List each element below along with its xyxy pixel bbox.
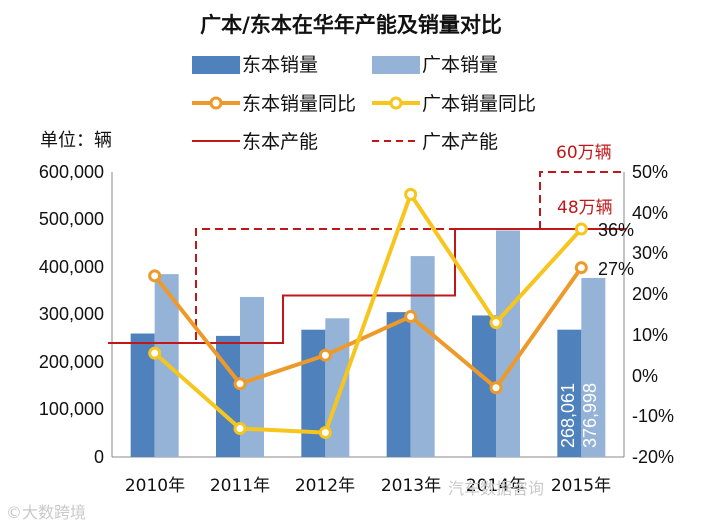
legend-swatch-guang-sales: [372, 56, 420, 74]
category-label: 2010年: [125, 476, 185, 496]
line-dong-capacity: [108, 228, 626, 344]
legend-label-guang-sales: 广本销量: [422, 54, 498, 76]
chart-title: 广本/东本在华年产能及销量对比: [200, 13, 502, 37]
annotation-pct-27: 27%: [598, 259, 634, 279]
point-guang-yoy: [148, 346, 162, 360]
right-tick-label: 30%: [632, 243, 668, 263]
line-guang-capacity: [108, 171, 626, 344]
left-tick-label: 0: [94, 447, 104, 467]
legend-label-guang-yoy: 广本销量同比: [422, 93, 536, 115]
left-tick-label: 200,000: [39, 352, 104, 372]
legend-marker-guang-yoy: [389, 96, 403, 110]
right-tick-label: -20%: [632, 447, 674, 467]
category-label: 2015年: [551, 476, 611, 496]
point-guang-yoy: [489, 316, 503, 330]
point-dong-yoy: [233, 377, 247, 391]
legend-swatch-dong-sales: [192, 56, 240, 74]
right-tick-label: 10%: [632, 325, 668, 345]
legend-label-dong-capacity: 东本产能: [242, 131, 318, 153]
annotation-48: 48万辆: [557, 198, 613, 218]
left-tick-label: 500,000: [39, 209, 104, 229]
annotation-pct-36: 36%: [598, 220, 634, 240]
bar-value-label-guang-2015: 376,998: [580, 383, 600, 448]
category-label: 2014年: [466, 476, 526, 496]
line-guang-yoy: [153, 192, 583, 435]
bar-guang-sales: [496, 230, 520, 457]
legend-marker-dong-yoy: [209, 96, 223, 110]
right-axis-ticks: -20% -10% 0% 10% 20% 30% 40% 50%: [632, 162, 674, 467]
category-label: 2013年: [381, 476, 441, 496]
point-dong-yoy: [148, 269, 162, 283]
point-guang-yoy: [574, 222, 588, 236]
point-guang-yoy: [404, 187, 418, 201]
left-tick-label: 600,000: [39, 162, 104, 182]
legend-label-dong-yoy: 东本销量同比: [242, 93, 356, 115]
point-dong-yoy: [574, 261, 588, 275]
bar-dong-sales: [557, 329, 582, 457]
legend: 东本销量 广本销量 东本销量同比 广本销量同比 东本产能 广本产能: [192, 54, 536, 153]
left-axis-ticks: 0 100,000 200,000 300,000 400,000 500,00…: [39, 162, 104, 467]
right-tick-label: 40%: [632, 203, 668, 223]
bar-dong-sales: [386, 312, 411, 457]
line-dong-yoy: [153, 266, 583, 390]
right-tick-label: 50%: [632, 162, 668, 182]
bar-value-label-dong-2015: 268,061: [558, 383, 578, 448]
legend-label-dong-sales: 东本销量: [242, 54, 318, 76]
right-tick-label: -10%: [632, 406, 674, 426]
lines-layer: [148, 187, 588, 440]
right-tick-label: 20%: [632, 284, 668, 304]
category-label: 2011年: [210, 476, 270, 496]
legend-label-guang-capacity: 广本产能: [422, 131, 498, 153]
bar-guang-sales: [410, 256, 435, 457]
bar-dong-sales: [216, 335, 240, 457]
bar-guang-sales: [581, 277, 606, 457]
watermark-left: ©大数跨境: [6, 503, 86, 522]
unit-label: 单位：辆: [40, 130, 112, 151]
category-labels: 2010年 2011年 2012年 2013年 2014年 2015年: [125, 476, 611, 496]
annotation-60: 60万辆: [556, 143, 612, 163]
left-tick-label: 400,000: [39, 257, 104, 277]
point-guang-yoy: [318, 426, 332, 440]
category-label: 2012年: [295, 476, 355, 496]
left-tick-label: 300,000: [39, 304, 104, 324]
point-dong-yoy: [318, 348, 332, 362]
left-tick-label: 100,000: [39, 399, 104, 419]
point-dong-yoy: [404, 310, 418, 324]
point-dong-yoy: [489, 381, 503, 395]
capacity-layer: [108, 171, 626, 344]
right-tick-label: 0%: [632, 366, 658, 386]
point-guang-yoy: [233, 422, 247, 435]
watermark-right: 汽车数据咨询: [448, 479, 544, 498]
